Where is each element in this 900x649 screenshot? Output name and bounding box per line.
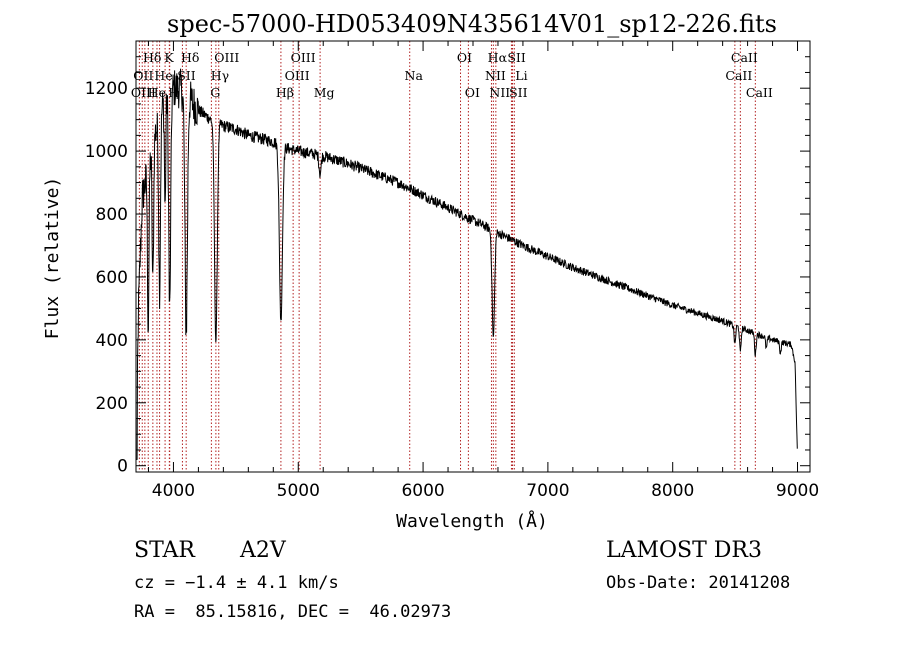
line-marker-label: Hβ [276, 85, 294, 100]
line-marker-label: Hγ [211, 68, 229, 83]
line-marker-label: G [210, 85, 220, 100]
x-tick-label: 9000 [776, 481, 819, 501]
x-axis-label: Wavelength (Å) [396, 510, 548, 532]
line-marker-label: OI [465, 85, 480, 100]
line-marker-label: Na [405, 68, 424, 83]
plot-frame [135, 40, 811, 473]
line-marker-label: Mg [314, 85, 335, 100]
x-tick-label: 4000 [152, 481, 195, 501]
spectrum-chart: spec-57000-HD053409N435614V01_sp12-226.f… [42, 10, 819, 532]
y-tick-label: 1000 [85, 142, 128, 162]
chart-title: spec-57000-HD053409N435614V01_sp12-226.f… [167, 10, 777, 38]
line-marker-label: OI [457, 50, 472, 65]
y-tick-label: 1200 [85, 79, 128, 99]
coordinates-text: RA = 85.15816, DEC = 46.02973 [134, 602, 452, 622]
object-type: STAR [134, 538, 195, 563]
x-tick-label: 6000 [401, 481, 444, 501]
redshift-text: cz = −1.4 ± 4.1 km/s [134, 573, 339, 593]
line-marker-label: SII [507, 50, 526, 65]
spectrum-series [136, 68, 798, 460]
line-marker-label: OIII [285, 68, 310, 83]
y-tick-label: 200 [96, 394, 128, 414]
x-tick-label: 5000 [277, 481, 320, 501]
y-axis-label: Flux (relative) [42, 177, 63, 340]
line-marker-label: OIII [131, 85, 156, 100]
y-tick-label: 600 [96, 268, 128, 288]
line-marker-label: NII [489, 85, 510, 100]
y-tick-label: 400 [96, 331, 128, 351]
obs-date: Obs-Date: 20141208 [606, 573, 791, 593]
line-marker-label: He [148, 85, 166, 100]
line-marker-label: Hδ [181, 50, 199, 65]
line-marker-label: NII [485, 68, 506, 83]
line-marker-label: Hα [488, 50, 508, 65]
line-marker-label: Li [515, 68, 527, 83]
y-tick-label: 0 [117, 457, 128, 477]
line-marker-label: CaII [731, 50, 758, 65]
line-marker-label: K [164, 50, 174, 65]
line-marker-label: He [154, 68, 172, 83]
survey-name: LAMOST DR3 [606, 538, 762, 563]
line-marker-label: Hδ [143, 50, 161, 65]
line-marker-label: CaII [725, 68, 752, 83]
y-tick-label: 800 [96, 205, 128, 225]
x-axis: 4000 5000 6000 7000 8000 9000 [147, 41, 819, 501]
line-marker-label: OIII [291, 50, 316, 65]
line-marker-label: SII [509, 85, 528, 100]
line-marker-label: CaII [746, 85, 773, 100]
line-marker-label: OII [133, 68, 153, 83]
x-tick-label: 7000 [526, 481, 569, 501]
y-axis: 0 200 400 600 800 1000 1200 [85, 56, 810, 477]
spectrum-line [136, 68, 798, 460]
spectral-subclass: A2V [240, 538, 286, 563]
line-marker-label: OIII [214, 50, 239, 65]
x-tick-label: 8000 [651, 481, 694, 501]
